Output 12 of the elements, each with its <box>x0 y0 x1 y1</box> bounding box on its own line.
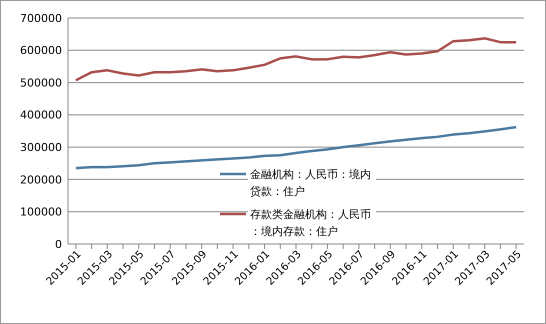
y-tick-label: 600000 <box>20 44 62 58</box>
y-tick-label: 0 <box>55 238 62 251</box>
y-tick-label: 200000 <box>20 173 62 186</box>
legend-label: 存款类金融机构：人民币：境内存款：住户 <box>250 208 371 238</box>
y-tick-label: 700000 <box>20 12 62 25</box>
y-tick-label: 100000 <box>20 206 62 219</box>
line-series <box>74 37 518 82</box>
line-series <box>74 126 518 170</box>
legend-label: 金融机构：人民币：境内贷款：住户 <box>250 168 371 198</box>
y-tick-label: 500000 <box>20 76 62 90</box>
y-tick-label: 300000 <box>20 140 62 154</box>
y-tick-label: 400000 <box>20 108 62 122</box>
